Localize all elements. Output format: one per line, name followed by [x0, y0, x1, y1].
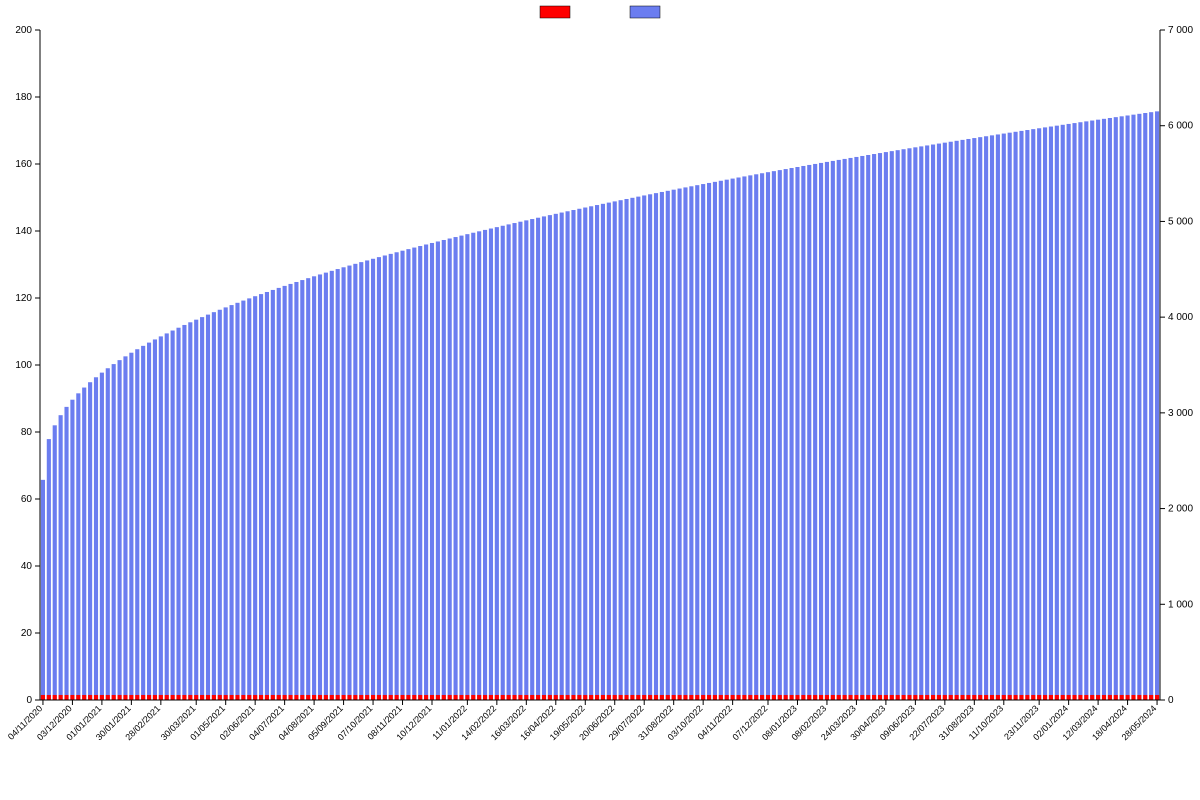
- legend-swatch: [540, 6, 570, 18]
- left-axis-tick-label: 40: [21, 561, 33, 572]
- left-axis-tick-label: 100: [15, 360, 32, 371]
- right-axis-tick-label: 7 000: [1168, 25, 1193, 36]
- right-axis-tick-label: 5 000: [1168, 216, 1193, 227]
- chart-container: 0 20 40 60 80 100 120 140 160 180 200 0 1 000 2 000 3 …: [0, 0, 1200, 800]
- left-axis-tick-label: 200: [15, 25, 32, 36]
- left-axis-tick-label: 180: [15, 92, 32, 103]
- left-axis-tick-label: 80: [21, 427, 33, 438]
- left-axis-tick-label: 60: [21, 494, 33, 505]
- left-axis-tick-label: 120: [15, 293, 32, 304]
- left-axis-tick-label: 160: [15, 159, 32, 170]
- right-axis-tick-label: 4 000: [1168, 312, 1193, 323]
- right-axis-tick-label: 2 000: [1168, 504, 1193, 515]
- right-axis-tick-label: 6 000: [1168, 121, 1193, 132]
- right-axis-tick-label: 1 000: [1168, 599, 1193, 610]
- bar-chart: 0 20 40 60 80 100 120 140 160 180 200 0 1 000 2 000 3 …: [0, 0, 1200, 800]
- right-axis-tick-label: 0: [1168, 695, 1174, 706]
- right-axis-tick-label: 3 000: [1168, 408, 1193, 419]
- legend-swatch: [630, 6, 660, 18]
- left-axis-tick-label: 20: [21, 628, 33, 639]
- left-axis-tick-label: 140: [15, 226, 32, 237]
- left-axis-tick-label: 0: [26, 695, 32, 706]
